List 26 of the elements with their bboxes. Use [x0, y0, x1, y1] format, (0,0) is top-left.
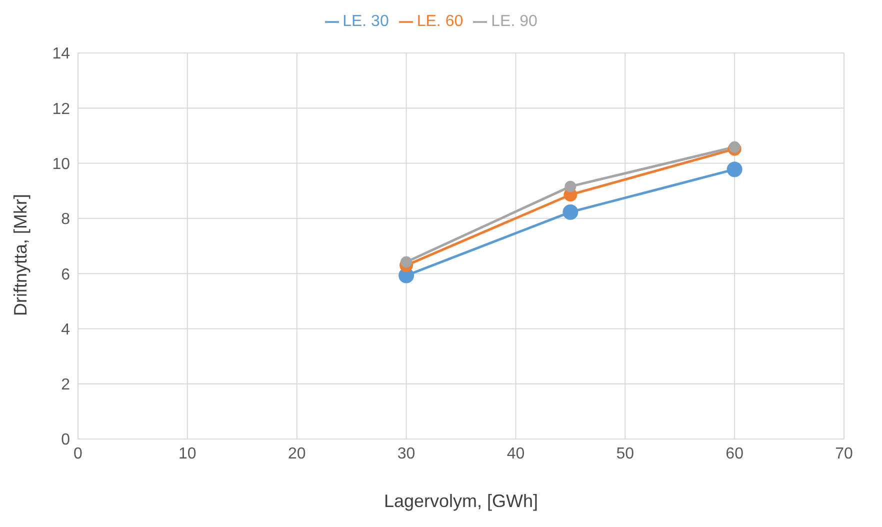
point — [562, 204, 578, 220]
y-tick-label: 4 — [61, 321, 70, 338]
x-tick-label: 40 — [506, 445, 525, 462]
x-tick-label: 0 — [74, 445, 83, 462]
y-tick-label: 12 — [52, 100, 70, 118]
x-tick-label: 30 — [397, 445, 416, 462]
legend-label: LE. 90 — [491, 13, 538, 30]
x-tick-label: 70 — [835, 445, 853, 462]
point — [400, 256, 412, 268]
y-tick-label: 0 — [61, 432, 70, 449]
point — [726, 162, 742, 178]
x-tick-label: 20 — [288, 445, 306, 462]
y-axis-title: Driftnytta, [Mkr] — [10, 194, 30, 316]
x-tick-label: 10 — [178, 445, 196, 462]
y-tick-label: 14 — [52, 46, 70, 63]
x-tick-label: 60 — [726, 445, 744, 462]
y-tick-label: 2 — [61, 376, 70, 394]
x-axis-title: Lagervolym, [GWh] — [384, 491, 538, 511]
y-tick-label: 10 — [52, 156, 70, 173]
point — [728, 141, 740, 153]
point — [564, 180, 576, 192]
x-tick-label: 50 — [616, 445, 634, 462]
y-tick-label: 8 — [61, 211, 70, 228]
y-tick-label: 6 — [61, 266, 70, 284]
legend-label: LE. 30 — [342, 13, 389, 30]
legend-label: LE. 60 — [416, 13, 464, 30]
